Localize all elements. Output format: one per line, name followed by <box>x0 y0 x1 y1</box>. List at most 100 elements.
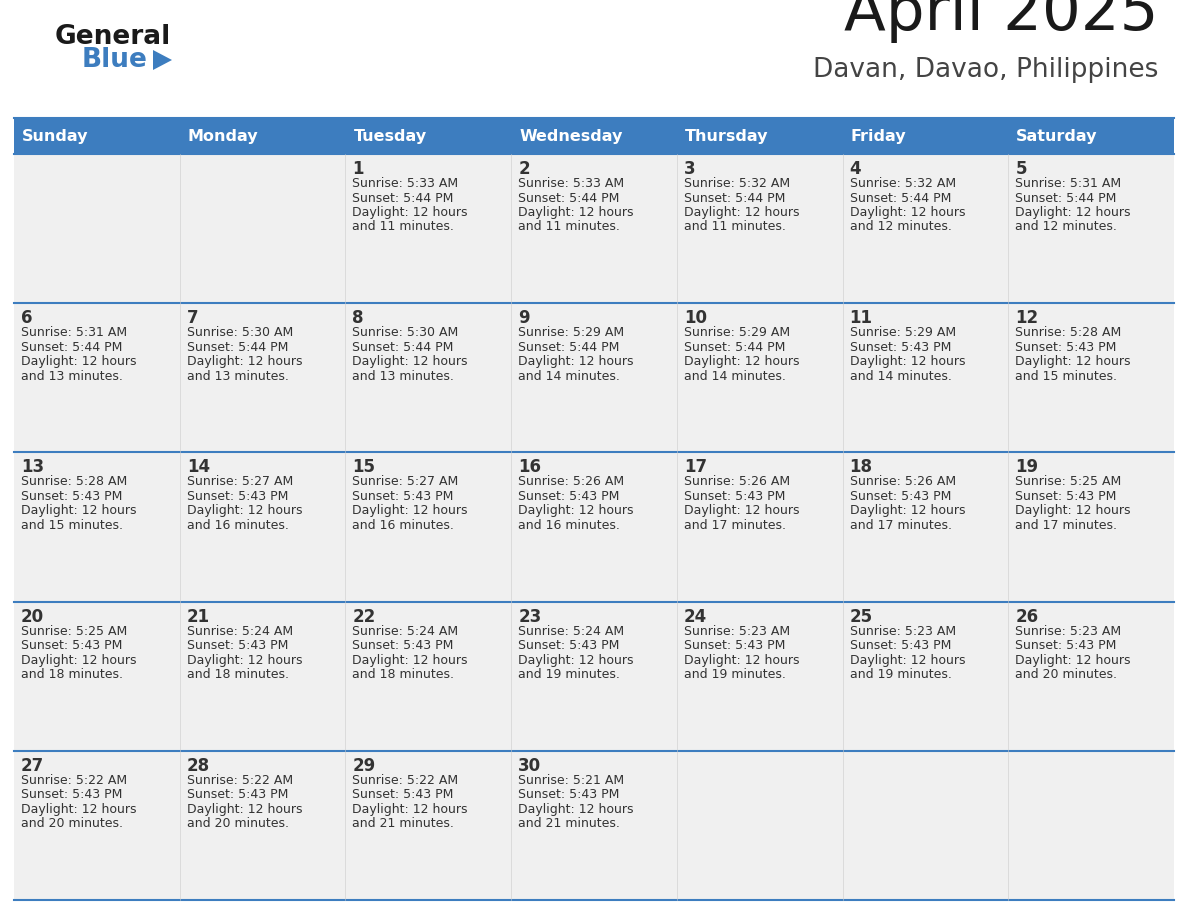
Text: 27: 27 <box>21 756 44 775</box>
Text: and 16 minutes.: and 16 minutes. <box>518 519 620 532</box>
Text: 21: 21 <box>187 608 210 625</box>
Text: and 13 minutes.: and 13 minutes. <box>353 370 454 383</box>
Text: 17: 17 <box>684 458 707 476</box>
Bar <box>677 154 842 303</box>
Text: Daylight: 12 hours: Daylight: 12 hours <box>684 654 800 666</box>
Text: 30: 30 <box>518 756 542 775</box>
Text: General: General <box>55 24 171 50</box>
Text: Daylight: 12 hours: Daylight: 12 hours <box>21 504 137 518</box>
Text: Sunset: 5:43 PM: Sunset: 5:43 PM <box>849 490 950 503</box>
Bar <box>1009 751 1174 900</box>
Text: and 21 minutes.: and 21 minutes. <box>518 817 620 830</box>
Text: Sunrise: 5:23 AM: Sunrise: 5:23 AM <box>849 624 955 638</box>
Text: and 17 minutes.: and 17 minutes. <box>1016 519 1117 532</box>
Bar <box>346 751 511 900</box>
Bar <box>14 751 179 900</box>
Text: Sunset: 5:44 PM: Sunset: 5:44 PM <box>21 341 122 353</box>
Text: Sunrise: 5:28 AM: Sunrise: 5:28 AM <box>1016 326 1121 339</box>
Text: 13: 13 <box>21 458 44 476</box>
Bar <box>1009 303 1174 453</box>
Text: 14: 14 <box>187 458 210 476</box>
Text: Sunset: 5:43 PM: Sunset: 5:43 PM <box>849 639 950 652</box>
Text: Daylight: 12 hours: Daylight: 12 hours <box>353 504 468 518</box>
Bar <box>677 453 842 601</box>
Text: Daylight: 12 hours: Daylight: 12 hours <box>684 206 800 219</box>
Text: Sunrise: 5:30 AM: Sunrise: 5:30 AM <box>353 326 459 339</box>
Text: and 19 minutes.: and 19 minutes. <box>518 668 620 681</box>
Text: and 16 minutes.: and 16 minutes. <box>353 519 454 532</box>
Text: 19: 19 <box>1016 458 1038 476</box>
Text: Sunset: 5:43 PM: Sunset: 5:43 PM <box>684 639 785 652</box>
Text: April 2025: April 2025 <box>843 0 1158 43</box>
Text: 9: 9 <box>518 309 530 327</box>
Text: Daylight: 12 hours: Daylight: 12 hours <box>187 803 302 816</box>
Text: Daylight: 12 hours: Daylight: 12 hours <box>518 504 633 518</box>
Text: Daylight: 12 hours: Daylight: 12 hours <box>684 504 800 518</box>
Text: Sunrise: 5:32 AM: Sunrise: 5:32 AM <box>684 177 790 190</box>
Text: and 19 minutes.: and 19 minutes. <box>849 668 952 681</box>
Text: 5: 5 <box>1016 160 1026 178</box>
Text: Sunset: 5:43 PM: Sunset: 5:43 PM <box>187 789 287 801</box>
Text: Daylight: 12 hours: Daylight: 12 hours <box>21 355 137 368</box>
Text: Sunrise: 5:29 AM: Sunrise: 5:29 AM <box>518 326 624 339</box>
Text: Sunset: 5:43 PM: Sunset: 5:43 PM <box>1016 490 1117 503</box>
Text: 23: 23 <box>518 608 542 625</box>
Text: and 15 minutes.: and 15 minutes. <box>1016 370 1117 383</box>
Text: Sunset: 5:43 PM: Sunset: 5:43 PM <box>518 789 619 801</box>
Text: and 14 minutes.: and 14 minutes. <box>684 370 785 383</box>
Bar <box>842 601 1009 751</box>
Text: Sunrise: 5:22 AM: Sunrise: 5:22 AM <box>21 774 127 787</box>
Text: Sunset: 5:43 PM: Sunset: 5:43 PM <box>1016 639 1117 652</box>
Text: 20: 20 <box>21 608 44 625</box>
Text: and 19 minutes.: and 19 minutes. <box>684 668 785 681</box>
Bar <box>346 303 511 453</box>
Text: 12: 12 <box>1016 309 1038 327</box>
Text: 7: 7 <box>187 309 198 327</box>
Text: and 20 minutes.: and 20 minutes. <box>1016 668 1117 681</box>
Bar <box>677 601 842 751</box>
Polygon shape <box>153 50 172 70</box>
Text: Sunrise: 5:28 AM: Sunrise: 5:28 AM <box>21 476 127 488</box>
Text: 24: 24 <box>684 608 707 625</box>
Bar <box>179 601 346 751</box>
Text: Daylight: 12 hours: Daylight: 12 hours <box>849 504 965 518</box>
Text: Sunrise: 5:26 AM: Sunrise: 5:26 AM <box>849 476 955 488</box>
Text: Daylight: 12 hours: Daylight: 12 hours <box>518 355 633 368</box>
Bar <box>511 601 677 751</box>
Text: Sunset: 5:43 PM: Sunset: 5:43 PM <box>353 490 454 503</box>
Text: Daylight: 12 hours: Daylight: 12 hours <box>518 206 633 219</box>
Text: 8: 8 <box>353 309 364 327</box>
Text: Sunset: 5:44 PM: Sunset: 5:44 PM <box>187 341 287 353</box>
Text: Sunset: 5:43 PM: Sunset: 5:43 PM <box>849 341 950 353</box>
Text: Sunrise: 5:33 AM: Sunrise: 5:33 AM <box>353 177 459 190</box>
Text: and 18 minutes.: and 18 minutes. <box>21 668 124 681</box>
Text: Daylight: 12 hours: Daylight: 12 hours <box>518 654 633 666</box>
Text: Daylight: 12 hours: Daylight: 12 hours <box>187 355 302 368</box>
Text: and 11 minutes.: and 11 minutes. <box>518 220 620 233</box>
Text: 11: 11 <box>849 309 872 327</box>
Bar <box>346 453 511 601</box>
Text: Sunset: 5:44 PM: Sunset: 5:44 PM <box>849 192 950 205</box>
Text: Daylight: 12 hours: Daylight: 12 hours <box>849 206 965 219</box>
Text: and 18 minutes.: and 18 minutes. <box>353 668 455 681</box>
Text: Daylight: 12 hours: Daylight: 12 hours <box>353 654 468 666</box>
Bar <box>511 303 677 453</box>
Text: Sunset: 5:44 PM: Sunset: 5:44 PM <box>518 341 619 353</box>
Text: and 15 minutes.: and 15 minutes. <box>21 519 124 532</box>
Text: Sunset: 5:44 PM: Sunset: 5:44 PM <box>684 341 785 353</box>
Text: Davan, Davao, Philippines: Davan, Davao, Philippines <box>813 57 1158 83</box>
Text: and 14 minutes.: and 14 minutes. <box>518 370 620 383</box>
Bar <box>1009 453 1174 601</box>
Text: Sunrise: 5:24 AM: Sunrise: 5:24 AM <box>518 624 624 638</box>
Text: and 17 minutes.: and 17 minutes. <box>849 519 952 532</box>
Bar <box>346 118 511 154</box>
Bar <box>179 118 346 154</box>
Text: Daylight: 12 hours: Daylight: 12 hours <box>1016 206 1131 219</box>
Text: Sunset: 5:43 PM: Sunset: 5:43 PM <box>353 789 454 801</box>
Text: Sunrise: 5:27 AM: Sunrise: 5:27 AM <box>353 476 459 488</box>
Bar <box>511 751 677 900</box>
Text: and 14 minutes.: and 14 minutes. <box>849 370 952 383</box>
Bar <box>179 453 346 601</box>
Bar <box>842 303 1009 453</box>
Bar <box>677 751 842 900</box>
